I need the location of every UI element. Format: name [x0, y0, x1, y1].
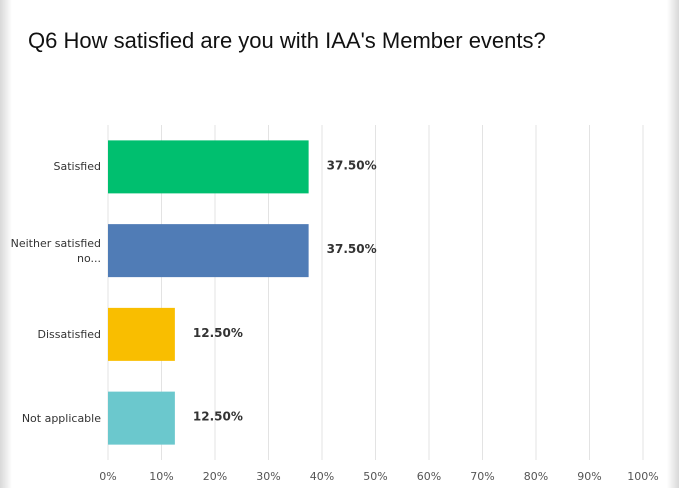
- value-label: 12.50%: [193, 410, 243, 424]
- y-tick-label: Dissatisfied: [37, 327, 101, 341]
- bar: [108, 307, 175, 361]
- x-tick-label: 30%: [256, 470, 280, 483]
- x-tick-label: 90%: [577, 470, 601, 483]
- y-tick-label: Not applicable: [21, 411, 101, 425]
- x-tick-label: 100%: [627, 470, 658, 483]
- x-tick-label: 60%: [417, 470, 441, 483]
- value-label: 37.50%: [327, 158, 377, 172]
- value-label: 37.50%: [327, 242, 377, 256]
- x-tick-label: 70%: [470, 470, 494, 483]
- value-label: 12.50%: [193, 326, 243, 340]
- y-tick-label: Neither satisfied no...: [10, 236, 101, 265]
- y-tick-label: Satisfied: [53, 160, 101, 174]
- x-tick-label: 0%: [99, 470, 116, 483]
- x-tick-label: 20%: [203, 470, 227, 483]
- bar: [108, 140, 309, 194]
- x-tick-label: 10%: [149, 470, 173, 483]
- chart-title: Q6 How satisfied are you with IAA's Memb…: [28, 28, 546, 53]
- bar: [108, 224, 309, 278]
- bar: [108, 391, 175, 445]
- x-tick-label: 40%: [310, 470, 334, 483]
- x-tick-label: 80%: [524, 470, 548, 483]
- x-tick-label: 50%: [363, 470, 387, 483]
